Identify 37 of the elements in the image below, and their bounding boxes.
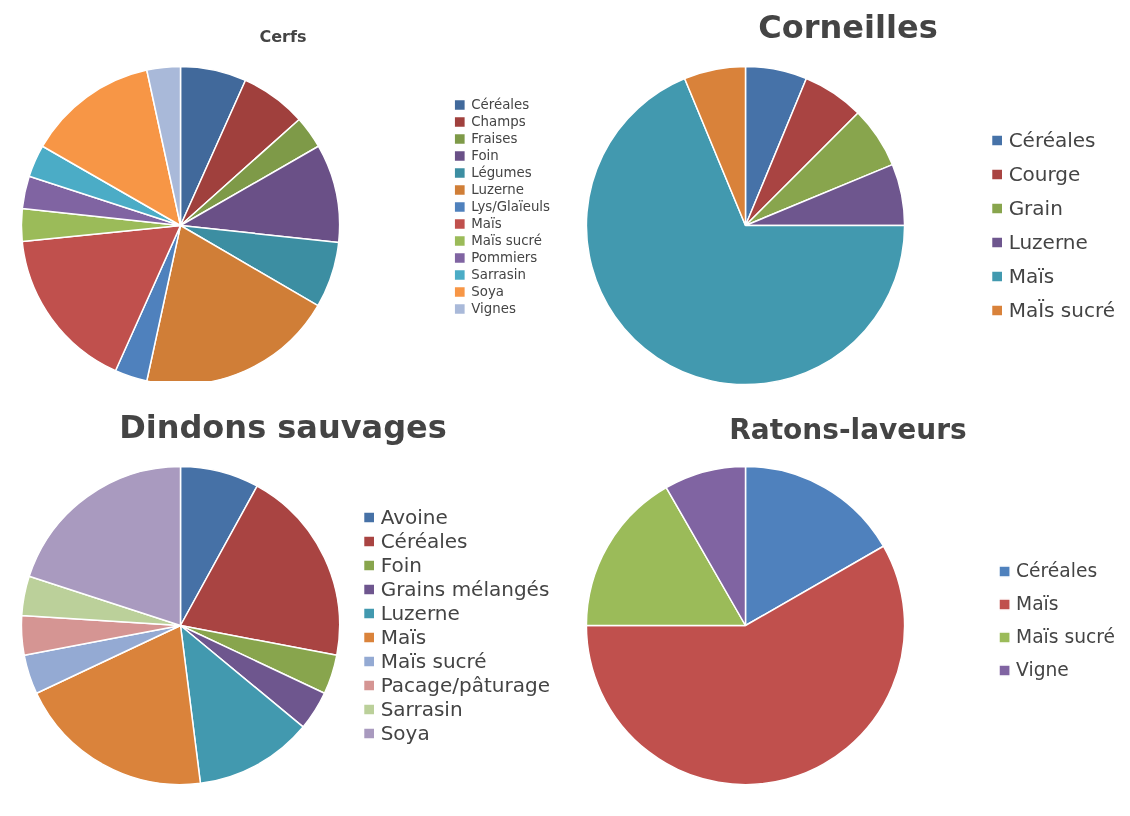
legend-label: Luzerne [471,181,524,197]
legend-label: Maïs sucré [471,232,542,248]
legend-label: Pacage/pâturage [380,673,550,697]
legend-label: Maïs [1008,264,1055,288]
legend-label: Sarrasin [471,266,526,282]
legend-label: Luzerne [1008,230,1088,254]
legend-label: Soya [380,721,430,745]
legend-label: Lys/Glaïeuls [471,198,550,214]
legend-label: Maïs [380,625,427,649]
legend-label: Vignes [471,300,516,316]
chart-title: Cerfs [259,26,307,46]
legend-label: Maïs sucré [380,649,487,673]
chart-title: Dindons sauvages [119,407,447,446]
legend-label: Céréales [1008,128,1096,152]
legend-label: Foin [380,553,422,577]
legend-label: Maïs sucré [1016,626,1115,647]
legend-label: Foin [471,147,499,163]
legend-label: Avoine [380,505,448,529]
legend-label: Sarrasin [380,697,463,721]
legend-label: Pommiers [471,249,538,265]
legend-label: Céréales [1016,560,1098,581]
legend-label: Grain [1008,196,1063,220]
legend-label: Céréales [471,96,530,112]
legend-label: Soya [471,283,504,299]
chart-title: Ratons-laveurs [729,412,967,446]
legend-label: Courge [1008,162,1081,186]
legend-label: Céréales [380,529,468,553]
legend-label: Vigne [1016,659,1069,680]
legend-label: Champs [471,113,526,129]
legend-label: Luzerne [380,601,460,625]
legend-label: Légumes [471,164,532,180]
legend-label: MaÏs sucré [1008,298,1115,322]
legend-label: Fraises [471,130,518,146]
chart-title: Corneilles [758,7,938,46]
legend-label: Maïs [1016,593,1059,614]
legend-label: Grains mélangés [380,577,550,601]
legend-label: Maïs [471,215,502,231]
